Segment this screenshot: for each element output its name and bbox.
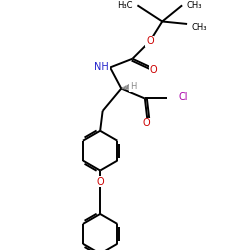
Text: O: O	[96, 177, 104, 187]
Text: O: O	[150, 65, 158, 75]
Text: NH: NH	[94, 62, 109, 72]
Text: H₃C: H₃C	[118, 1, 133, 10]
Text: CH₃: CH₃	[192, 23, 207, 32]
Text: CH₃: CH₃	[186, 1, 202, 10]
Text: O: O	[146, 36, 154, 46]
Text: Cl: Cl	[178, 92, 188, 102]
Text: H: H	[130, 82, 136, 91]
Text: O: O	[142, 118, 150, 128]
